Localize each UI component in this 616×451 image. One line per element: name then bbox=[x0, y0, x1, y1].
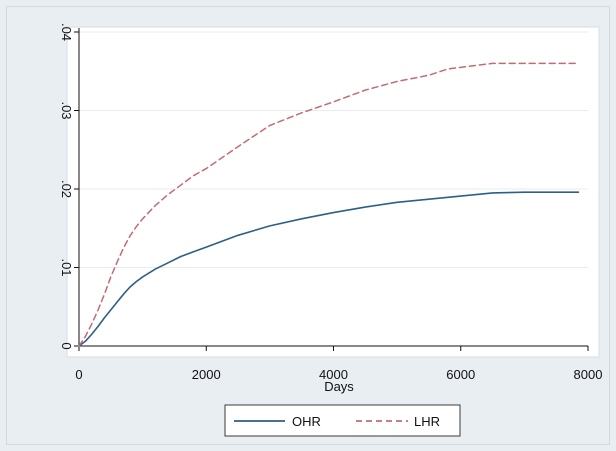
series-line-lhr bbox=[78, 62, 580, 347]
grid-lines bbox=[79, 31, 588, 268]
legend-label-lhr: LHR bbox=[414, 414, 440, 429]
x-axis-label: Days bbox=[324, 379, 354, 394]
y-tick-label: .04 bbox=[59, 23, 74, 41]
series-line-ohr bbox=[78, 191, 580, 347]
x-tick-label: 2000 bbox=[192, 367, 221, 382]
legend-label-ohr: OHR bbox=[292, 414, 321, 429]
y-tick-label: .03 bbox=[59, 101, 74, 119]
x-ticks: 0 2000 4000 6000 8000 bbox=[75, 346, 602, 382]
y-tick-label: 0 bbox=[59, 342, 74, 349]
legend: OHR LHR bbox=[224, 404, 461, 437]
x-tick-label: 6000 bbox=[446, 367, 475, 382]
series-layer bbox=[78, 62, 580, 347]
y-tick-label: .01 bbox=[59, 258, 74, 276]
x-tick-label: 0 bbox=[75, 367, 82, 382]
y-tick-label: .02 bbox=[59, 180, 74, 198]
y-ticks: 0 .01 .02 .03 .04 bbox=[59, 23, 79, 350]
x-tick-label: 8000 bbox=[574, 367, 603, 382]
x-tick-label: 4000 bbox=[319, 367, 348, 382]
